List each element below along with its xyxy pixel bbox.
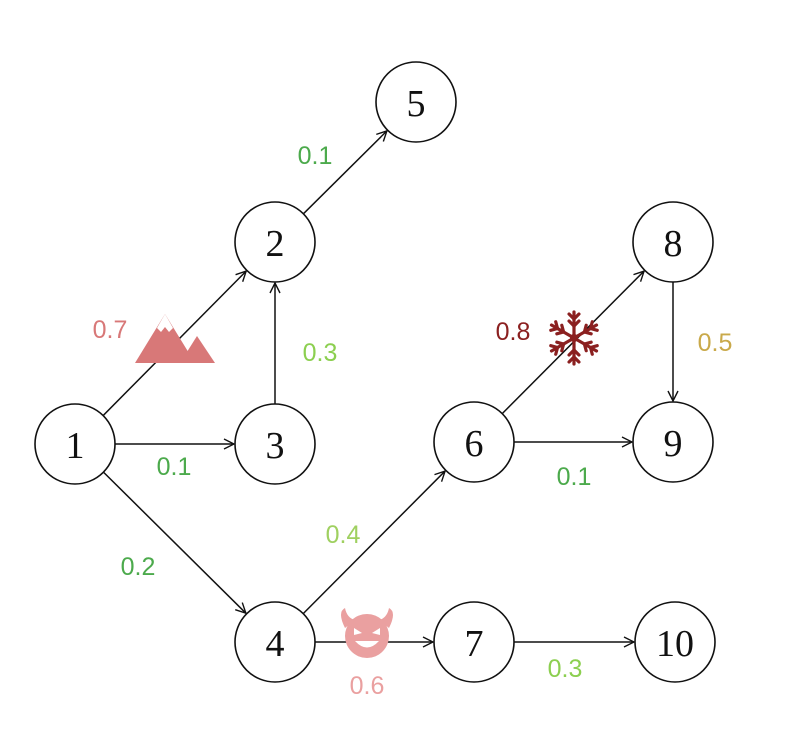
node-circle bbox=[234, 201, 316, 283]
node-circle bbox=[433, 601, 515, 683]
node-label: 8 bbox=[664, 223, 683, 265]
edge-weight-label: 0.7 bbox=[93, 316, 128, 344]
edge-weight-label: 0.1 bbox=[298, 142, 333, 170]
edge-weight-label: 0.1 bbox=[157, 453, 192, 481]
edge-weight-label: 0.4 bbox=[326, 521, 361, 549]
node-9: 9 bbox=[632, 401, 714, 483]
node-circle bbox=[634, 601, 716, 683]
node-label: 7 bbox=[465, 623, 484, 665]
node-label: 10 bbox=[656, 623, 694, 665]
node-label: 4 bbox=[266, 623, 285, 665]
node-label: 1 bbox=[66, 425, 85, 467]
edge-weight-label: 0.3 bbox=[303, 339, 338, 367]
node-label: 3 bbox=[266, 425, 285, 467]
edge-weight-label: 0.6 bbox=[350, 672, 385, 700]
devil-face-icon bbox=[341, 608, 393, 658]
node-circle bbox=[234, 403, 316, 485]
node-circle bbox=[632, 401, 714, 483]
node-10: 10 bbox=[634, 601, 716, 683]
node-3: 3 bbox=[234, 403, 316, 485]
node-7: 7 bbox=[433, 601, 515, 683]
edge-4-to-6 bbox=[302, 471, 445, 615]
nodes-layer: 1 2 3 4 5 6 7 8 9 10 bbox=[34, 61, 716, 683]
node-1: 1 bbox=[34, 403, 116, 485]
edges-layer bbox=[102, 131, 673, 642]
edge-1-to-4 bbox=[102, 471, 245, 613]
mountain-icon bbox=[135, 314, 215, 363]
node-5: 5 bbox=[375, 61, 457, 143]
node-label: 2 bbox=[266, 223, 285, 265]
edge-weight-label: 0.2 bbox=[121, 553, 156, 581]
edge-weight-label: 0.8 bbox=[496, 318, 531, 346]
icons-layer bbox=[135, 310, 599, 658]
node-circle bbox=[632, 201, 714, 283]
snowflake-icon bbox=[549, 310, 599, 366]
edge-2-to-5 bbox=[302, 131, 387, 215]
node-circle bbox=[375, 61, 457, 143]
node-circle bbox=[433, 401, 515, 483]
edge-labels-layer: 0.7 0.1 0.2 0.3 0.1 0.4 0.6 0.3 0.8 0.1 0.5 bbox=[93, 142, 733, 700]
node-circle bbox=[234, 601, 316, 683]
node-4: 4 bbox=[234, 601, 316, 683]
node-label: 6 bbox=[465, 423, 484, 465]
node-label: 5 bbox=[407, 83, 426, 125]
node-6: 6 bbox=[433, 401, 515, 483]
node-8: 8 bbox=[632, 201, 714, 283]
node-label: 9 bbox=[664, 423, 683, 465]
node-2: 2 bbox=[234, 201, 316, 283]
edge-weight-label: 0.5 bbox=[698, 329, 733, 357]
node-circle bbox=[34, 403, 116, 485]
edge-weight-label: 0.1 bbox=[557, 463, 592, 491]
edge-weight-label: 0.3 bbox=[548, 655, 583, 683]
